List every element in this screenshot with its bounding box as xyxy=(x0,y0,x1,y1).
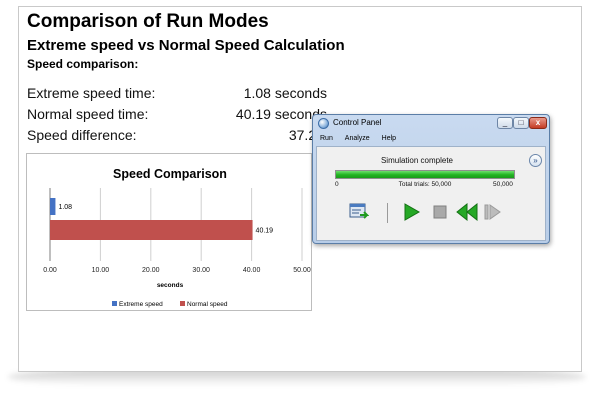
chart-x-tick-label: 50.00 xyxy=(293,267,311,274)
reset-icon[interactable] xyxy=(455,202,479,224)
maximize-button[interactable]: □ xyxy=(513,117,529,129)
progress-max-label: 50,000 xyxy=(493,181,513,188)
chart-bar-normal-speed xyxy=(50,220,253,240)
section-label: Speed comparison: xyxy=(27,57,139,71)
stat-row-normal: Normal speed time: 40.19 seconds xyxy=(27,106,327,127)
stat-value: 1.08 seconds xyxy=(243,85,327,101)
chart-x-axis-label: seconds xyxy=(157,282,184,289)
control-panel-window: Control Panel _ □ x Run Analyze Help Sim… xyxy=(312,114,550,244)
chart-x-tick-label: 20.00 xyxy=(142,267,160,274)
close-button[interactable]: x xyxy=(529,117,547,129)
stat-value: 40.19 seconds xyxy=(235,106,327,122)
page-title: Comparison of Run Modes xyxy=(27,11,269,32)
chart-x-tick-label: 40.00 xyxy=(243,267,261,274)
legend-swatch xyxy=(112,301,117,306)
chart-data-label: 1.08 xyxy=(58,204,72,211)
chart-x-tick-label: 30.00 xyxy=(192,267,210,274)
app-icon xyxy=(318,118,329,129)
legend-entry: Extreme speed xyxy=(119,301,163,308)
stat-label: Extreme speed time: xyxy=(27,85,156,101)
legend-entry: Normal speed xyxy=(187,301,228,308)
stat-row-extreme: Extreme speed time: 1.08 seconds xyxy=(27,85,327,106)
chart-x-tick-label: 0.00 xyxy=(43,267,57,274)
speed-chart-svg: Speed Comparison 1.08 40.19 0.00 10.00 20.0… xyxy=(43,167,311,308)
step-icon[interactable] xyxy=(483,202,503,224)
edit-definitions-icon[interactable] xyxy=(349,202,369,224)
stat-label: Speed difference: xyxy=(27,127,137,143)
page-subtitle: Extreme speed vs Normal Speed Calculatio… xyxy=(27,37,345,54)
menu-help[interactable]: Help xyxy=(381,135,397,142)
chart-x-tick-label: 10.00 xyxy=(92,267,110,274)
chart-title: Speed Comparison xyxy=(113,167,227,181)
expand-chevron-icon[interactable]: » xyxy=(529,154,542,167)
stat-label: Normal speed time: xyxy=(27,106,149,122)
menu-run[interactable]: Run xyxy=(320,135,333,142)
speed-chart: Speed Comparison 1.08 40.19 0.00 10.00 20.0… xyxy=(26,153,312,311)
total-trials-label: Total trials: 50,000 xyxy=(398,181,452,188)
chart-bars: 1.08 40.19 xyxy=(50,198,273,240)
stat-row-difference: Speed difference: 37.2 x xyxy=(27,127,327,148)
progress-min-label: 0 xyxy=(335,181,339,188)
chart-legend: Extreme speed Normal speed xyxy=(112,301,228,308)
progress-fill xyxy=(336,171,514,178)
trials-progress-bar xyxy=(335,170,515,179)
minimize-button[interactable]: _ xyxy=(497,117,513,129)
chart-bar-extreme-speed xyxy=(50,198,56,215)
chart-tick-labels: 0.00 10.00 20.00 30.00 40.00 50.00 xyxy=(43,267,311,274)
simulation-status: Simulation complete xyxy=(380,156,454,165)
run-toolbar xyxy=(349,202,519,224)
speed-stats: Extreme speed time: 1.08 seconds Normal … xyxy=(27,85,327,148)
run-icon[interactable] xyxy=(403,202,421,224)
page-shadow xyxy=(8,368,586,386)
control-panel-titlebar[interactable]: Control Panel _ □ x xyxy=(313,115,549,132)
window-title: Control Panel xyxy=(333,118,382,127)
chart-data-label: 40.19 xyxy=(256,228,274,235)
menu-bar: Run Analyze Help xyxy=(316,133,546,145)
legend-swatch xyxy=(180,301,185,306)
toolbar-separator xyxy=(387,203,388,223)
control-panel-body: Simulation complete » 0 Total trials: 50… xyxy=(316,146,546,241)
menu-analyze[interactable]: Analyze xyxy=(344,135,370,142)
stop-icon[interactable] xyxy=(431,202,449,224)
